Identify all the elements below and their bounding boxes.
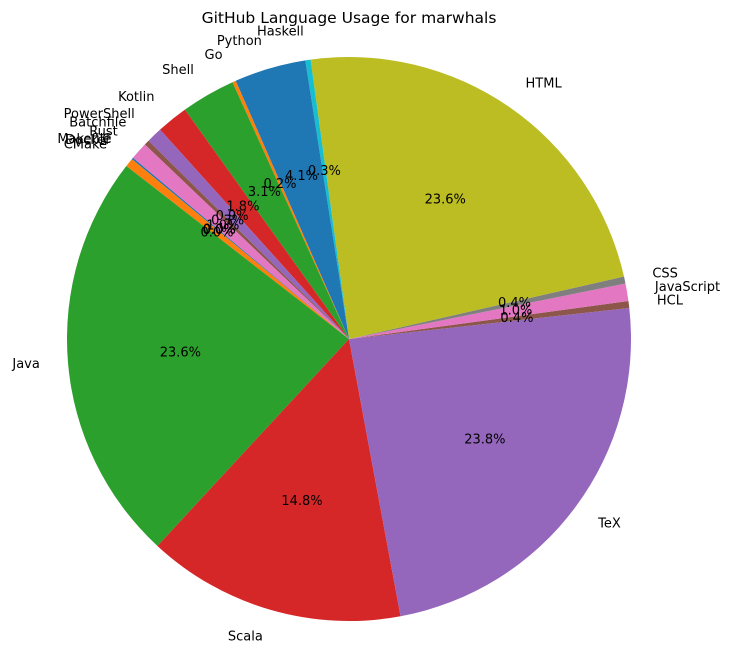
pie-slice-java bbox=[66, 166, 350, 546]
pct-label-kotlin: 1.8% bbox=[226, 200, 259, 215]
chart-title: GitHub Language Usage for marwhals bbox=[202, 9, 497, 27]
slice-label-batchfile: Batchfile bbox=[69, 115, 126, 130]
slice-label-c: C bbox=[102, 132, 111, 147]
slice-label-tex: TeX bbox=[597, 516, 621, 531]
pct-label-html: 23.6% bbox=[425, 192, 466, 207]
pie-percentages: 0.0%0.0%23.6%14.8%23.8%0.4%1.0%0.4%23.6%… bbox=[160, 164, 534, 509]
pie-slice-html bbox=[310, 56, 624, 339]
slice-label-css: CSS bbox=[652, 267, 678, 282]
slice-label-scala: Scala bbox=[228, 629, 263, 644]
pct-label-haskell: 0.3% bbox=[308, 164, 341, 179]
pct-label-java: 23.6% bbox=[160, 345, 201, 360]
pie-slice-powershell bbox=[148, 129, 349, 339]
pct-label-makefile: 0.0% bbox=[203, 223, 236, 238]
pct-label-scala: 14.8% bbox=[281, 494, 322, 509]
pie-slice-scala bbox=[157, 339, 401, 622]
slice-label-cmake: CMake bbox=[64, 137, 107, 152]
pct-label-hcl: 0.4% bbox=[500, 311, 533, 326]
pct-label-tex: 23.8% bbox=[464, 432, 505, 447]
pct-label-go: 0.2% bbox=[264, 177, 297, 192]
pie-slice-batchfile bbox=[144, 140, 349, 339]
pie-slice-haskell bbox=[305, 59, 349, 339]
pie-slice-go bbox=[232, 80, 349, 340]
pct-label-rust: 1.0% bbox=[206, 219, 239, 234]
pie-slice-kotlin bbox=[160, 109, 349, 339]
slice-label-docker: Docker bbox=[65, 133, 111, 148]
pie-slice-docker bbox=[131, 157, 349, 339]
pie-slice-javascript bbox=[349, 283, 629, 339]
pct-label-css: 0.4% bbox=[498, 296, 531, 311]
pie-slice-cmake bbox=[126, 159, 349, 339]
pct-label-python: 4.1% bbox=[285, 169, 318, 184]
pct-label-c: 0.0% bbox=[203, 223, 236, 238]
pie-slices bbox=[66, 56, 631, 622]
pct-label-cmake: 0.0% bbox=[201, 226, 234, 241]
slice-label-go: Go bbox=[205, 48, 223, 63]
slice-label-makefile: Makefile bbox=[57, 132, 111, 147]
pie-slice-rust bbox=[132, 144, 349, 339]
slice-label-shell: Shell bbox=[162, 63, 194, 78]
pct-label-javascript: 1.0% bbox=[499, 303, 532, 318]
slice-label-rust: Rust bbox=[89, 125, 118, 140]
pie-slice-hcl bbox=[349, 300, 630, 339]
slice-label-python: Python bbox=[217, 34, 262, 49]
pct-label-powershell: 0.9% bbox=[216, 209, 249, 224]
slice-label-java: Java bbox=[11, 357, 39, 372]
slice-label-powershell: PowerShell bbox=[64, 107, 135, 122]
pct-label-batchfile: 0.3% bbox=[211, 214, 244, 229]
pie-slice-tex bbox=[349, 308, 631, 617]
pie-slice-css bbox=[349, 276, 626, 339]
slice-label-javascript: JavaScript bbox=[654, 280, 720, 295]
pie-slice-python bbox=[235, 60, 349, 339]
pie-slice-shell bbox=[184, 82, 349, 339]
slice-label-html: HTML bbox=[526, 76, 563, 91]
pct-label-shell: 3.1% bbox=[248, 185, 281, 200]
slice-label-kotlin: Kotlin bbox=[118, 90, 154, 105]
pct-label-docker: 0.0% bbox=[203, 223, 236, 238]
slice-label-hcl: HCL bbox=[657, 294, 684, 309]
slice-label-haskell: Haskell bbox=[257, 25, 304, 40]
